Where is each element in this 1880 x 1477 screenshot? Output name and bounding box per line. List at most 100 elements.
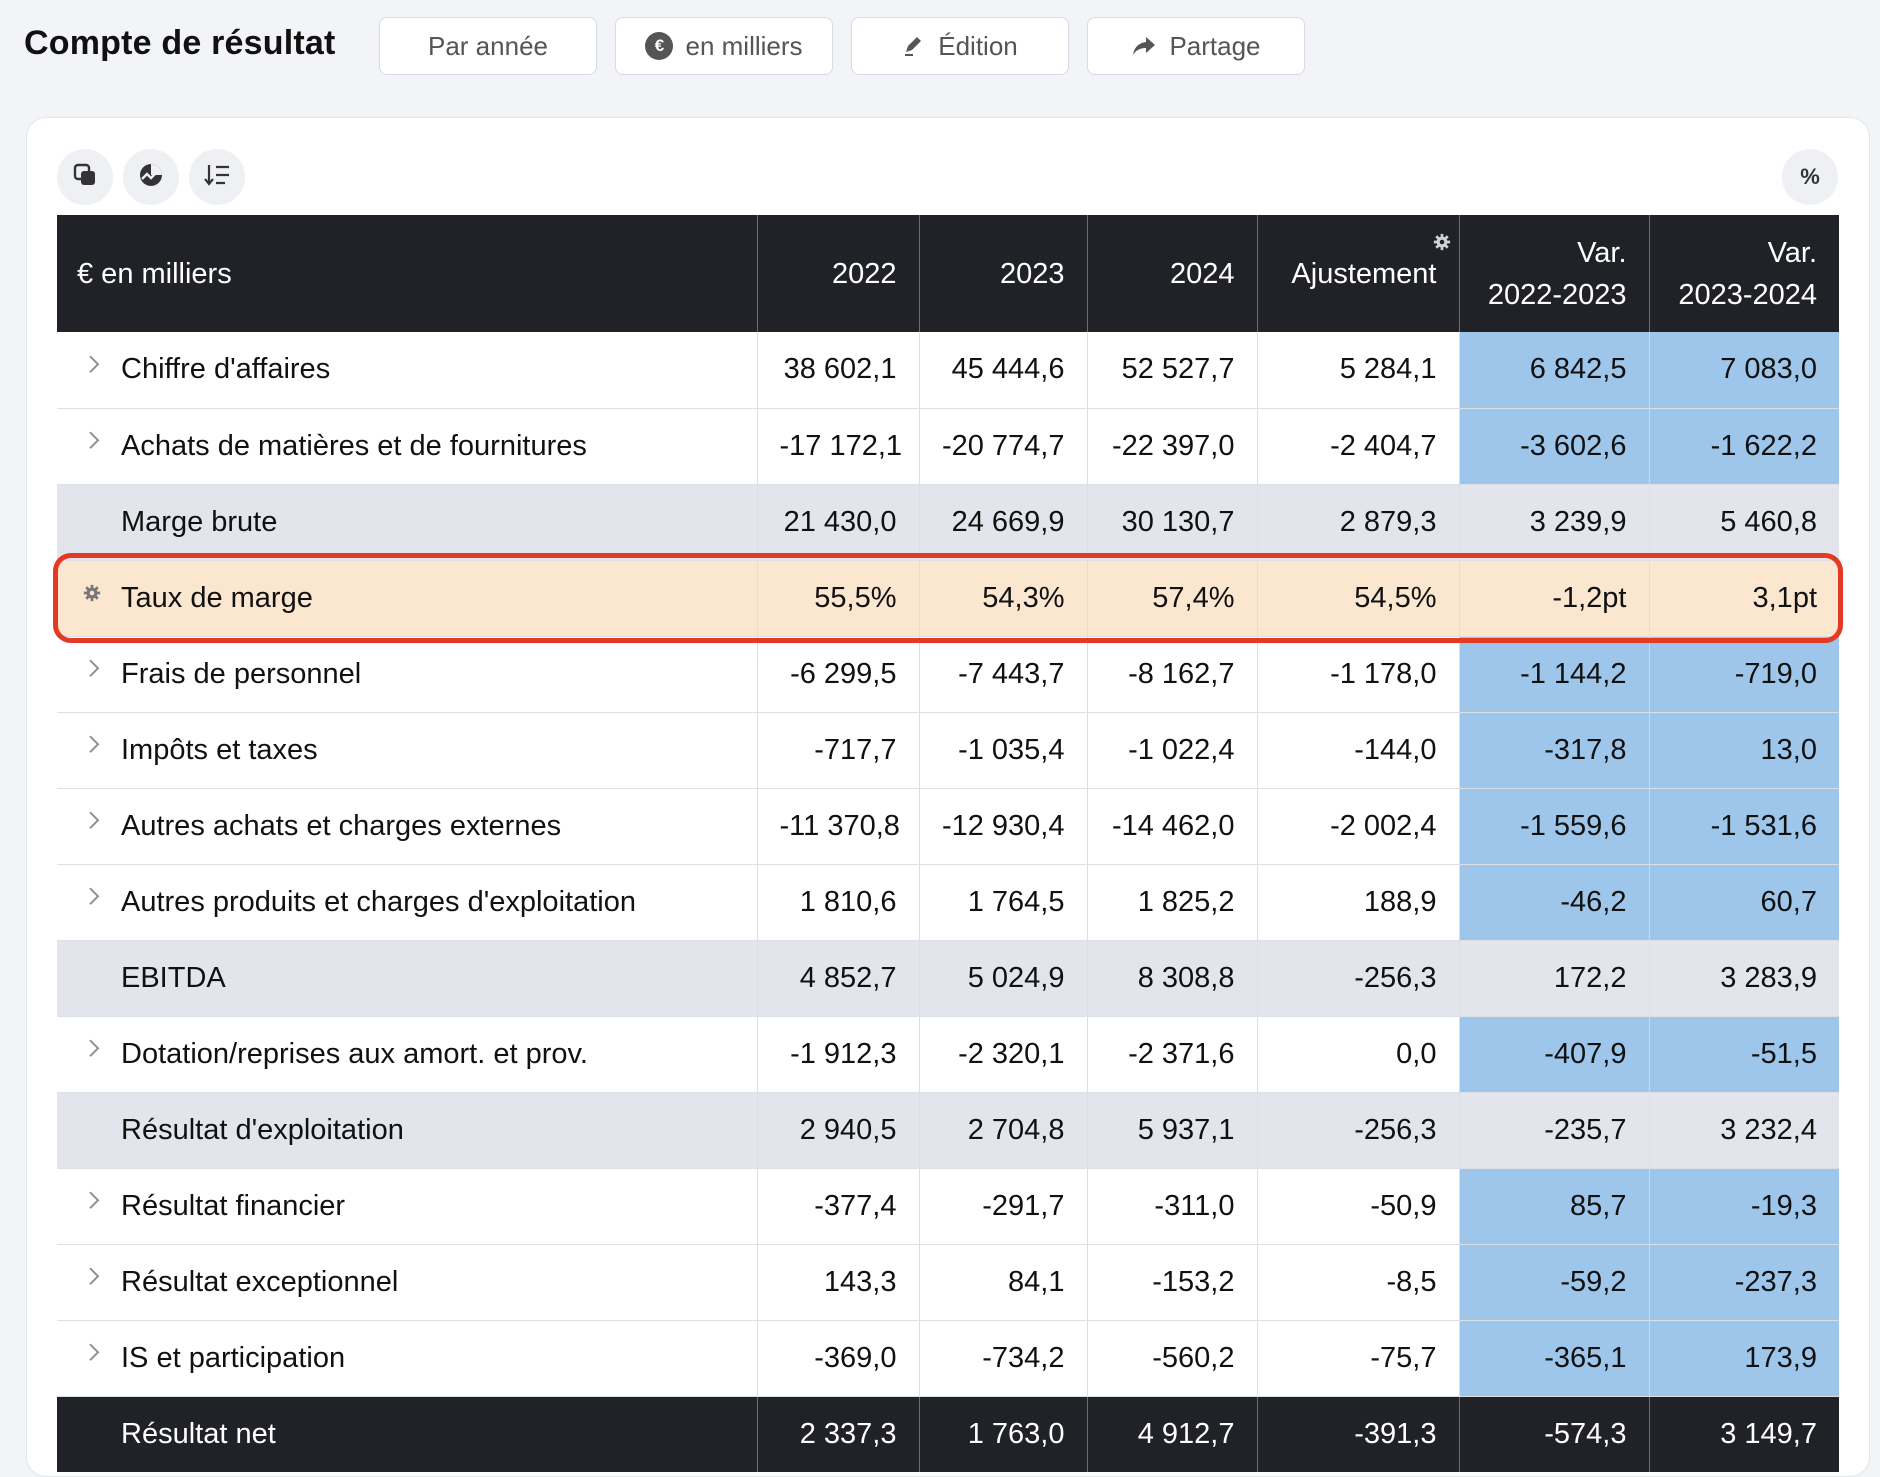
header-2023[interactable]: 2023 bbox=[919, 215, 1088, 332]
percent-toggle-button[interactable]: % bbox=[1782, 149, 1838, 205]
chevron-right-icon[interactable] bbox=[87, 730, 101, 763]
cell-2022: 21 430,0 bbox=[757, 484, 920, 561]
header-var1-line1: Var. bbox=[1577, 236, 1627, 269]
cell-var-2022-2023: -1 144,2 bbox=[1459, 636, 1650, 713]
row-label[interactable]: Autres produits et charges d'exploitatio… bbox=[57, 864, 758, 941]
cell-adjustment[interactable]: 0,0 bbox=[1257, 1016, 1460, 1093]
cell-2023: 84,1 bbox=[919, 1244, 1088, 1321]
cell-adjustment[interactable]: -75,7 bbox=[1257, 1320, 1460, 1397]
table-row-resultat-exceptionnel[interactable]: Résultat exceptionnel 143,3 84,1 -153,2 … bbox=[57, 1244, 1839, 1321]
chevron-right-icon[interactable] bbox=[87, 654, 101, 687]
chevron-right-icon[interactable] bbox=[87, 426, 101, 459]
cell-adjustment[interactable]: -144,0 bbox=[1257, 712, 1460, 789]
table-row-ebitda: EBITDA 4 852,7 5 024,9 8 308,8 -256,3 17… bbox=[57, 940, 1839, 1017]
cell-var-2022-2023: 6 842,5 bbox=[1459, 332, 1650, 409]
row-label-text: Résultat d'exploitation bbox=[121, 1113, 404, 1146]
cell-2022: 1 810,6 bbox=[757, 864, 920, 941]
edit-button[interactable]: Édition bbox=[851, 17, 1069, 75]
row-label-text: Résultat financier bbox=[121, 1189, 346, 1222]
cell-adjustment[interactable]: 5 284,1 bbox=[1257, 332, 1460, 409]
edit-button-label: Édition bbox=[938, 30, 1018, 61]
table-row-taux-de-marge[interactable]: Taux de marge 55,5% 54,3% 57,4% 54,5% -1… bbox=[57, 560, 1839, 637]
table-row-dotation[interactable]: Dotation/reprises aux amort. et prov. -1… bbox=[57, 1016, 1839, 1093]
cell-adjustment: 54,5% bbox=[1257, 560, 1460, 637]
header-2022[interactable]: 2022 bbox=[757, 215, 920, 332]
table-row-impots-taxes[interactable]: Impôts et taxes -717,7 -1 035,4 -1 022,4… bbox=[57, 712, 1839, 789]
chevron-right-icon[interactable] bbox=[87, 1186, 101, 1219]
row-label[interactable]: Impôts et taxes bbox=[57, 712, 758, 789]
row-label[interactable]: Frais de personnel bbox=[57, 636, 758, 713]
cell-2023: 5 024,9 bbox=[919, 940, 1088, 1017]
row-label-text: Frais de personnel bbox=[121, 657, 362, 690]
cell-2024: -311,0 bbox=[1087, 1168, 1258, 1245]
cell-var-2023-2024: 7 083,0 bbox=[1649, 332, 1839, 409]
row-label-text: Autres achats et charges externes bbox=[121, 809, 562, 842]
chevron-right-icon[interactable] bbox=[87, 350, 101, 383]
unit-button-label: en milliers bbox=[685, 30, 803, 61]
top-toolbar: Compte de résultat Par année € en millie… bbox=[0, 0, 1880, 100]
cell-2024: 5 937,1 bbox=[1087, 1092, 1258, 1169]
table-row-chiffre-affaires[interactable]: Chiffre d'affaires 38 602,1 45 444,6 52 … bbox=[57, 332, 1839, 409]
table-row-achats[interactable]: Achats de matières et de fournitures -17… bbox=[57, 408, 1839, 485]
cell-adjustment[interactable]: -2 002,4 bbox=[1257, 788, 1460, 865]
row-label[interactable]: Autres achats et charges externes bbox=[57, 788, 758, 865]
table-row-frais-personnel[interactable]: Frais de personnel -6 299,5 -7 443,7 -8 … bbox=[57, 636, 1839, 713]
cell-2022: -6 299,5 bbox=[757, 636, 920, 713]
row-label[interactable]: Achats de matières et de fournitures bbox=[57, 408, 758, 485]
cell-2024: 57,4% bbox=[1087, 560, 1258, 637]
cell-var-2023-2024: 60,7 bbox=[1649, 864, 1839, 941]
row-label[interactable]: Résultat financier bbox=[57, 1168, 758, 1245]
cell-2022: -369,0 bbox=[757, 1320, 920, 1397]
sort-icon bbox=[203, 162, 231, 193]
share-button[interactable]: Partage bbox=[1087, 17, 1305, 75]
row-label-text: Dotation/reprises aux amort. et prov. bbox=[121, 1037, 588, 1070]
cell-adjustment[interactable]: -8,5 bbox=[1257, 1244, 1460, 1321]
pie-chart-icon bbox=[137, 161, 165, 194]
chart-button[interactable] bbox=[123, 149, 179, 205]
copy-icon bbox=[72, 162, 98, 193]
chevron-right-icon[interactable] bbox=[87, 882, 101, 915]
table-header-row: € en milliers 2022 2023 2024 Ajustement … bbox=[57, 215, 1839, 332]
cell-2024: -560,2 bbox=[1087, 1320, 1258, 1397]
cell-2024: 4 912,7 bbox=[1087, 1396, 1258, 1472]
cell-var-2022-2023: 172,2 bbox=[1459, 940, 1650, 1017]
row-label[interactable]: Chiffre d'affaires bbox=[57, 332, 758, 409]
row-label[interactable]: Résultat exceptionnel bbox=[57, 1244, 758, 1321]
cell-2024: 30 130,7 bbox=[1087, 484, 1258, 561]
cell-adjustment[interactable]: -50,9 bbox=[1257, 1168, 1460, 1245]
cell-2024: 1 825,2 bbox=[1087, 864, 1258, 941]
cell-adjustment[interactable]: -1 178,0 bbox=[1257, 636, 1460, 713]
row-label-text: EBITDA bbox=[121, 961, 226, 994]
cell-adjustment[interactable]: 188,9 bbox=[1257, 864, 1460, 941]
row-label[interactable]: Dotation/reprises aux amort. et prov. bbox=[57, 1016, 758, 1093]
table-row-marge-brute: Marge brute 21 430,0 24 669,9 30 130,7 2… bbox=[57, 484, 1839, 561]
cell-var-2023-2024: 173,9 bbox=[1649, 1320, 1839, 1397]
header-adjustment[interactable]: Ajustement bbox=[1257, 215, 1460, 332]
table-row-resultat-financier[interactable]: Résultat financier -377,4 -291,7 -311,0 … bbox=[57, 1168, 1839, 1245]
row-label[interactable]: IS et participation bbox=[57, 1320, 758, 1397]
header-var-2023-2024[interactable]: Var. 2023-2024 bbox=[1649, 215, 1839, 332]
chevron-right-icon[interactable] bbox=[87, 806, 101, 839]
cell-adjustment: -256,3 bbox=[1257, 1092, 1460, 1169]
cell-adjustment: -256,3 bbox=[1257, 940, 1460, 1017]
copy-button[interactable] bbox=[57, 149, 113, 205]
cell-2022: 55,5% bbox=[757, 560, 920, 637]
chevron-right-icon[interactable] bbox=[87, 1034, 101, 1067]
chevron-right-icon[interactable] bbox=[87, 1262, 101, 1295]
chevron-right-icon[interactable] bbox=[87, 1338, 101, 1371]
row-label-text: Taux de marge bbox=[121, 581, 313, 614]
table-row-autres-achats[interactable]: Autres achats et charges externes -11 37… bbox=[57, 788, 1839, 865]
header-var-2022-2023[interactable]: Var. 2022-2023 bbox=[1459, 215, 1650, 332]
header-var1-line2: 2022-2023 bbox=[1487, 278, 1627, 311]
table-row-resultat-net: Résultat net 2 337,3 1 763,0 4 912,7 -39… bbox=[57, 1396, 1839, 1472]
sort-button[interactable] bbox=[189, 149, 245, 205]
gear-icon[interactable] bbox=[1433, 221, 1451, 263]
table-row-autres-produits[interactable]: Autres produits et charges d'exploitatio… bbox=[57, 864, 1839, 941]
unit-button[interactable]: € en milliers bbox=[615, 17, 833, 75]
period-button[interactable]: Par année bbox=[379, 17, 597, 75]
gear-icon[interactable] bbox=[83, 577, 101, 610]
row-label[interactable]: Taux de marge bbox=[57, 560, 758, 637]
table-row-is-participation[interactable]: IS et participation -369,0 -734,2 -560,2… bbox=[57, 1320, 1839, 1397]
cell-adjustment[interactable]: -2 404,7 bbox=[1257, 408, 1460, 485]
header-2024[interactable]: 2024 bbox=[1087, 215, 1258, 332]
